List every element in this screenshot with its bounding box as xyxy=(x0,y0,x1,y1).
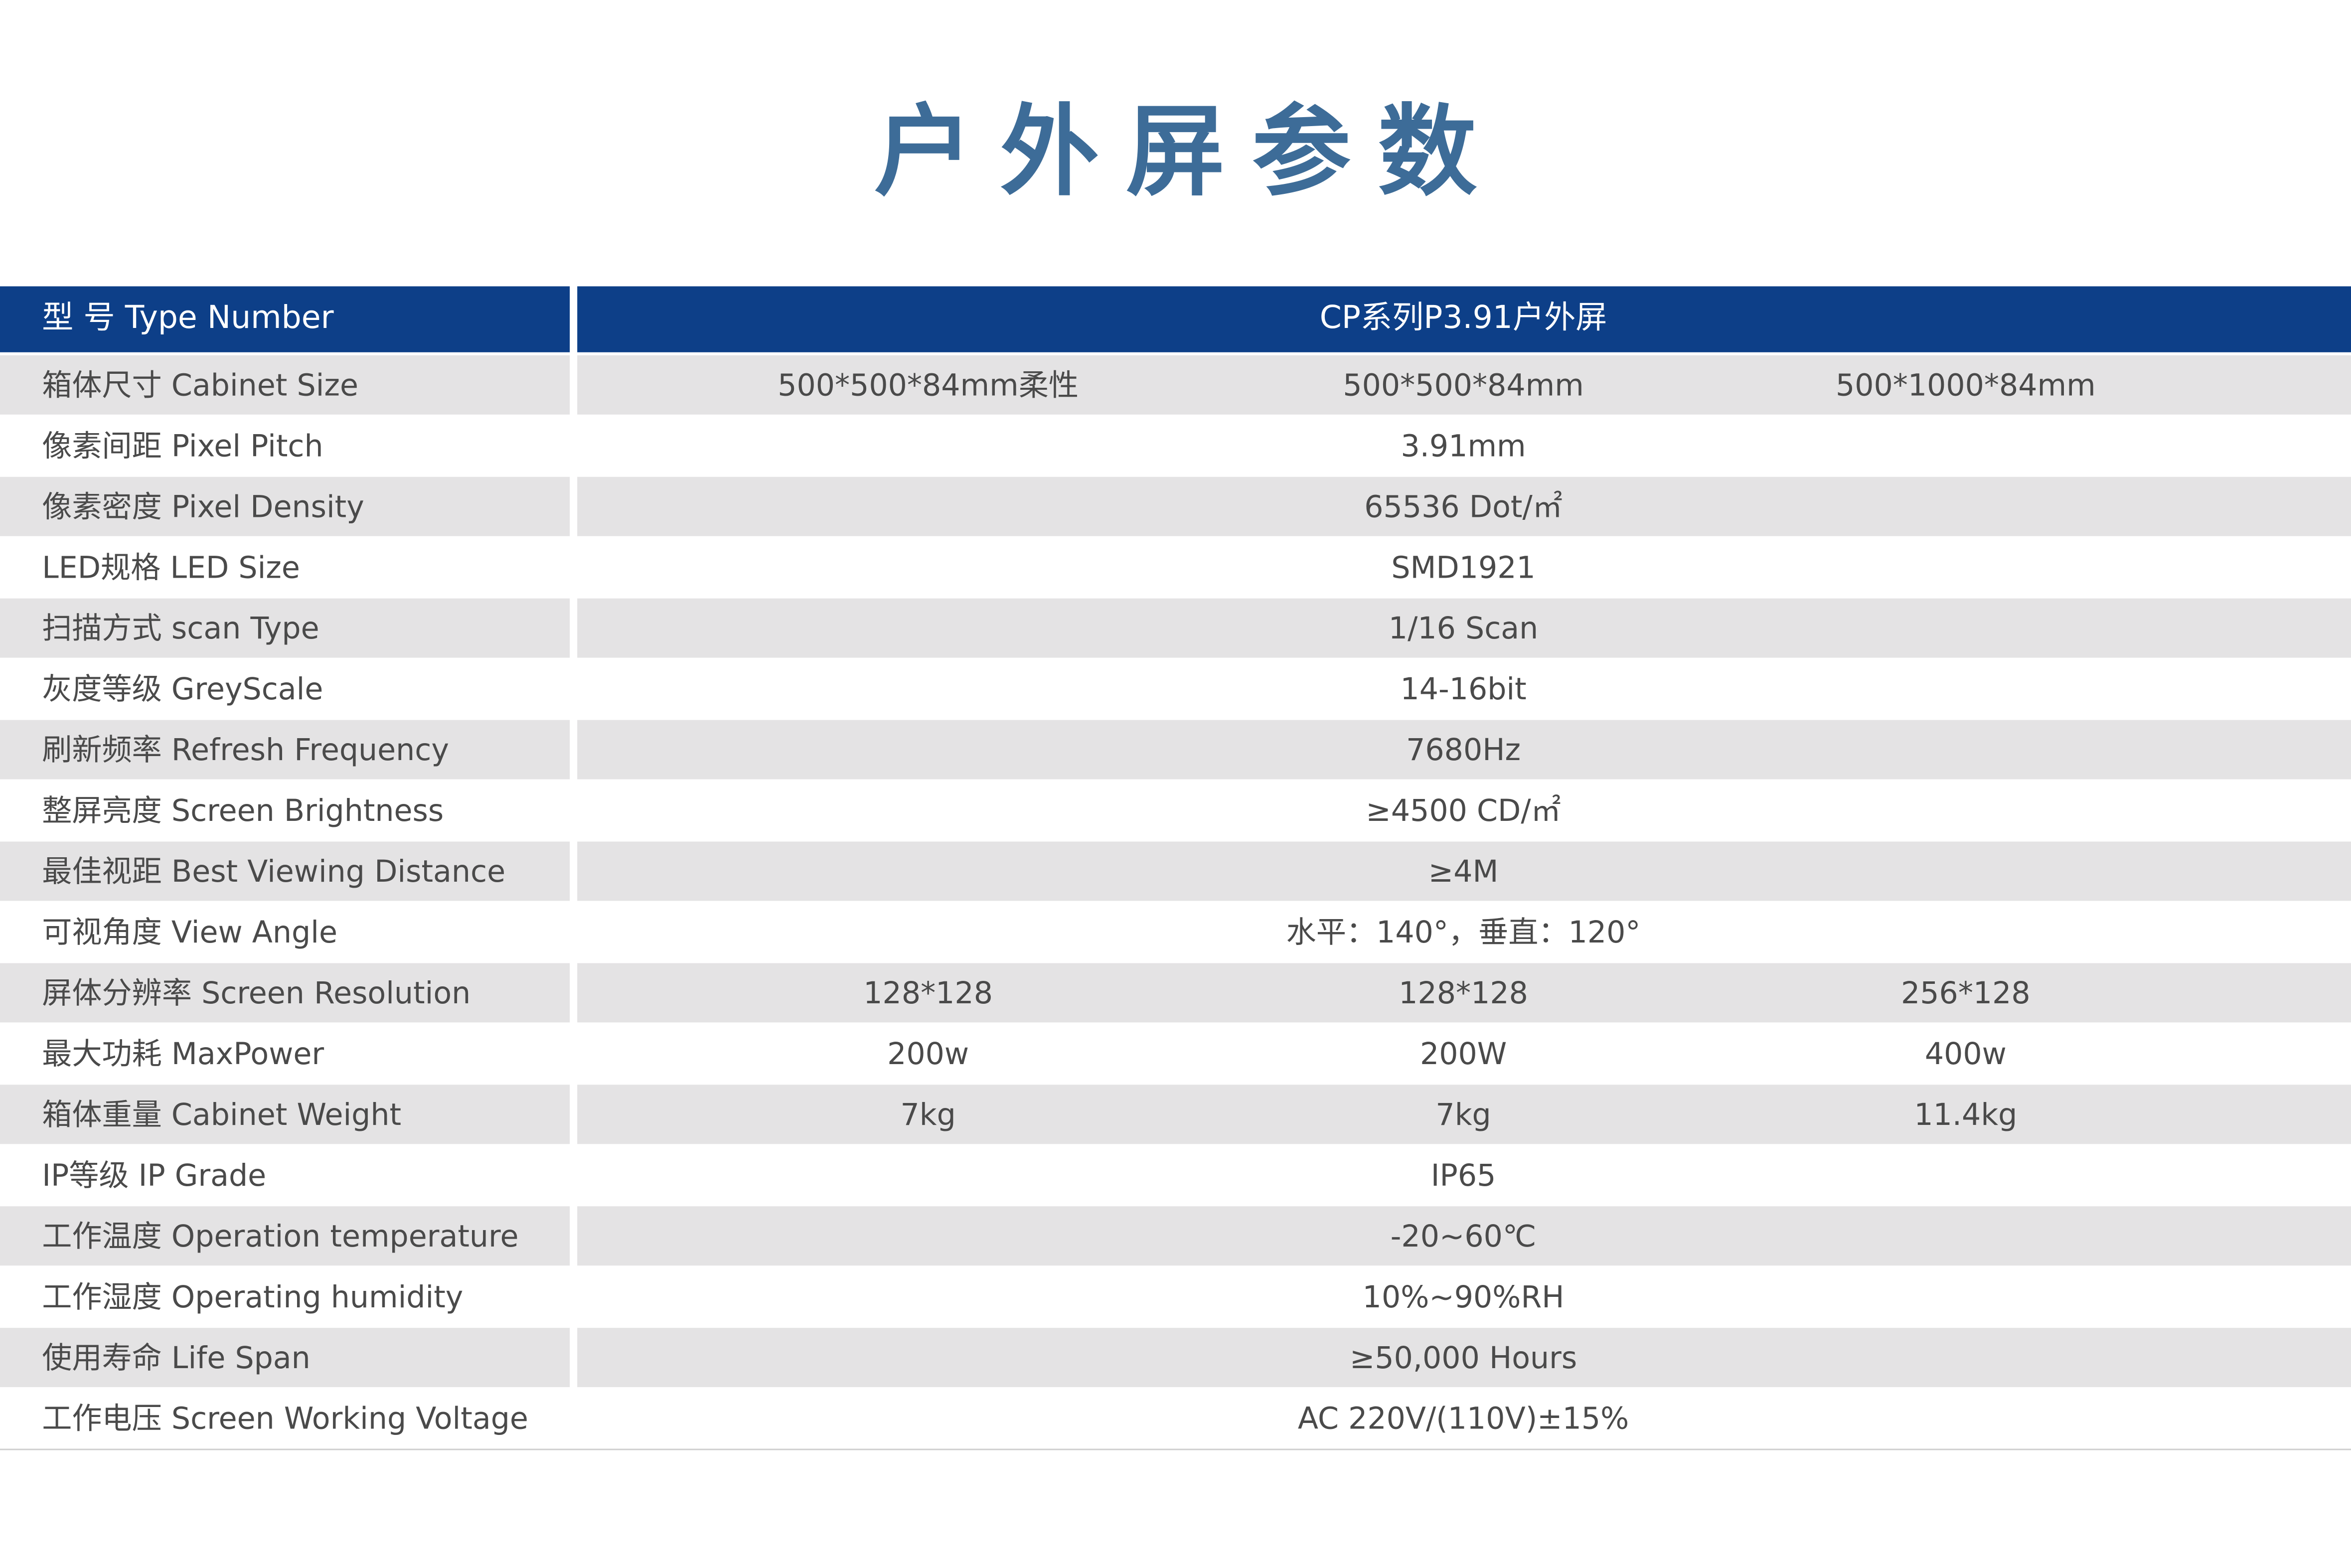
row-label: 屏体分辨率 Screen Resolution xyxy=(42,976,470,1011)
cell-value: ≥4M xyxy=(1428,854,1499,889)
cell-value: ≥50,000 Hours xyxy=(1350,1341,1577,1376)
header-cell xyxy=(0,286,570,352)
page-title: 户外屏参数 xyxy=(874,94,1504,209)
row-bg xyxy=(577,1085,2351,1144)
header-label: 型 号 Type Number xyxy=(42,299,333,335)
cell-value: AC 220V/(110V)±15% xyxy=(1298,1402,1629,1436)
row-label: 工作电压 Screen Working Voltage xyxy=(42,1402,528,1436)
row-label: 最大功耗 MaxPower xyxy=(42,1037,324,1072)
cell-value: 3.91mm xyxy=(1401,429,1526,464)
cell-value: 128*128 xyxy=(863,976,993,1011)
row-bg xyxy=(0,841,570,901)
row-label: 使用寿命 Life Span xyxy=(42,1341,311,1376)
cell-value: 256*128 xyxy=(1901,976,2031,1011)
cell-value: 200W xyxy=(1420,1037,1507,1072)
row-bg xyxy=(577,1206,2351,1266)
table-body: 箱体尺寸 Cabinet Size 500*500*84mm柔性 500*500*8… xyxy=(0,355,2351,1450)
row-bg xyxy=(0,963,570,1023)
row-label: 灰度等级 GreyScale xyxy=(42,672,323,707)
row-label: 箱体重量 Cabinet Weight xyxy=(42,1098,401,1132)
cell-value: SMD1921 xyxy=(1391,550,1535,585)
row-label: 像素密度 Pixel Density xyxy=(42,489,364,524)
cell-value: 400w xyxy=(1925,1037,2007,1072)
cell-value: 128*128 xyxy=(1399,976,1528,1011)
cell-value: 10%~90%RH xyxy=(1363,1280,1565,1315)
row-label: LED规格 LED Size xyxy=(42,550,300,585)
cell-value: 500*500*84mm xyxy=(1343,368,1583,403)
cell-value: 11.4kg xyxy=(1914,1098,2017,1132)
row-bg xyxy=(0,1328,570,1388)
row-bg xyxy=(577,355,2351,415)
cell-value: 7kg xyxy=(1435,1098,1491,1132)
row-bg xyxy=(577,598,2351,658)
row-bg xyxy=(0,476,570,536)
row-label: IP等级 IP Grade xyxy=(42,1158,266,1193)
row-bg xyxy=(577,1328,2351,1388)
cell-value: 500*500*84mm柔性 xyxy=(778,368,1079,403)
row-label: 像素间距 Pixel Pitch xyxy=(42,429,323,464)
header-cell xyxy=(577,286,2351,352)
cell-value: 65536 Dot/㎡ xyxy=(1364,489,1563,524)
cell-value: IP65 xyxy=(1431,1158,1496,1193)
cell-value: 14-16bit xyxy=(1400,672,1526,707)
row-bg xyxy=(0,720,570,780)
row-bg xyxy=(577,476,2351,536)
row-label: 扫描方式 scan Type xyxy=(42,611,319,646)
row-bg xyxy=(0,1206,570,1266)
cell-value: 水平：140°，垂直：120° xyxy=(1286,915,1641,950)
cell-value: 500*1000*84mm xyxy=(1836,368,2096,403)
row-bg xyxy=(0,1085,570,1144)
cell-value: 200w xyxy=(887,1037,969,1072)
cell-value: ≥4500 CD/㎡ xyxy=(1366,793,1561,828)
header-title: CP系列P3.91户外屏 xyxy=(1320,299,1607,335)
cell-value: 7680Hz xyxy=(1406,733,1521,768)
row-label: 工作湿度 Operating humidity xyxy=(42,1280,463,1315)
row-label: 箱体尺寸 Cabinet Size xyxy=(42,368,358,403)
row-bg xyxy=(577,841,2351,901)
row-bg xyxy=(0,355,570,415)
cell-value: 7kg xyxy=(900,1098,955,1132)
row-bg xyxy=(577,963,2351,1023)
cell-value: -20~60℃ xyxy=(1391,1219,1537,1254)
row-bg xyxy=(577,720,2351,780)
row-bg xyxy=(0,598,570,658)
row-label: 工作温度 Operation temperature xyxy=(42,1219,518,1254)
cell-value: 1/16 Scan xyxy=(1389,611,1538,646)
row-label: 刷新频率 Refresh Frequency xyxy=(42,733,449,768)
row-label: 可视角度 View Angle xyxy=(42,915,337,950)
row-label: 最佳视距 Best Viewing Distance xyxy=(42,854,505,889)
row-label: 整屏亮度 Screen Brightness xyxy=(42,793,444,828)
